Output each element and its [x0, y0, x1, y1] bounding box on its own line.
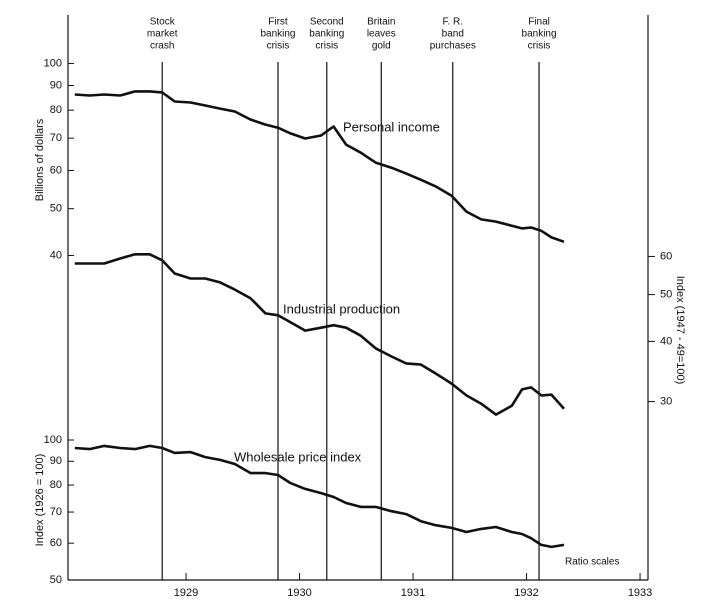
y-tick-label: 90	[50, 79, 62, 91]
y-tick-label: 70	[50, 132, 62, 144]
event-label: gold	[372, 41, 391, 52]
y3-axis-label: Index (1926 = 100)	[34, 454, 46, 547]
y-tick-label: 80	[50, 479, 62, 491]
x-tick-label: 1929	[174, 587, 198, 599]
series-label: Industrial production	[283, 301, 400, 316]
y-tick-label: 60	[50, 164, 62, 176]
y2-axis-label: Index (1947 - 49=100)	[674, 276, 686, 385]
event-label: Second	[310, 17, 344, 28]
y-tick-label: 40	[50, 249, 62, 261]
series-label: Personal income	[343, 119, 440, 134]
y-tick-label: 50	[50, 574, 62, 586]
y-tick-label: 90	[50, 455, 62, 467]
y-tick-label: 80	[50, 104, 62, 116]
series-line	[74, 444, 565, 549]
x-tick-label: 1930	[287, 587, 311, 599]
y-tick-label: 100	[44, 434, 62, 446]
y-tick-label: 70	[50, 506, 62, 518]
y2-tick-label: 60	[660, 250, 672, 262]
y-tick-label: 50	[50, 203, 62, 215]
event-label: crisis	[267, 41, 290, 52]
y-tick-label: 60	[50, 537, 62, 549]
series-label: Wholesale price index	[234, 449, 362, 464]
event-label: First	[268, 17, 288, 28]
event-label: market	[147, 29, 178, 40]
y-tick-label: 100	[44, 57, 62, 69]
event-label: banking	[260, 29, 295, 40]
event-label: crisis	[528, 41, 551, 52]
event-label: leaves	[367, 29, 396, 40]
event-label: F. R.	[442, 17, 463, 28]
event-label: band	[442, 29, 464, 40]
x-tick-label: 1933	[628, 587, 652, 599]
y2-tick-label: 50	[660, 289, 672, 301]
y2-tick-label: 40	[660, 335, 672, 347]
event-label: purchases	[430, 41, 476, 52]
x-tick-label: 1931	[401, 587, 425, 599]
series-line	[74, 90, 565, 244]
event-label: crash	[150, 41, 174, 52]
event-label: Stock	[150, 17, 176, 28]
event-label: banking	[522, 29, 557, 40]
event-label: Britain	[367, 17, 395, 28]
y2-tick-label: 30	[660, 396, 672, 408]
event-label: Final	[528, 17, 550, 28]
y-axis-label: Billions of dollars	[34, 118, 46, 201]
event-label: banking	[309, 29, 344, 40]
series-line	[74, 253, 565, 416]
annotation: Ratio scales	[565, 557, 619, 568]
event-label: crisis	[315, 41, 338, 52]
x-tick-label: 1932	[514, 587, 538, 599]
